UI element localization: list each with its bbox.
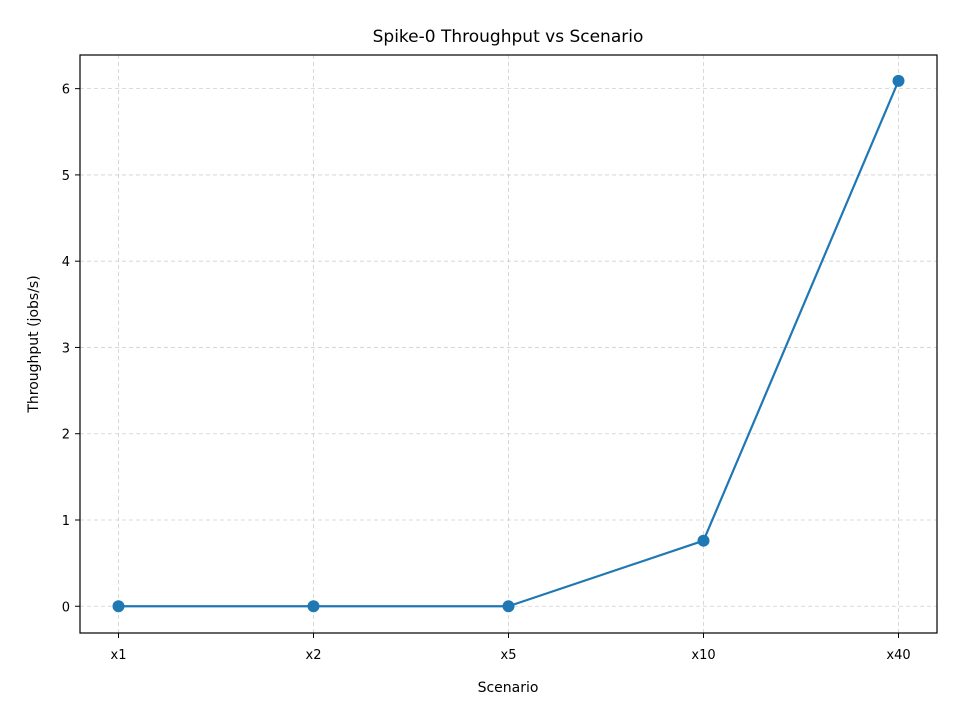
- data-series: [112, 74, 905, 613]
- x-tick-label: x10: [691, 648, 715, 663]
- x-tick-label: x40: [886, 648, 910, 663]
- data-point-x5: [502, 600, 515, 613]
- y-tick-label: 4: [62, 255, 70, 270]
- y-tick-label: 0: [62, 600, 70, 615]
- data-point-x10: [697, 534, 710, 547]
- data-point-x40: [892, 74, 905, 87]
- x-tick-label: x1: [111, 648, 127, 663]
- y-tick-label: 6: [62, 83, 70, 98]
- x-tick-label: x5: [501, 648, 517, 663]
- y-tick-label: 5: [62, 169, 70, 184]
- y-tick-label: 1: [62, 514, 70, 529]
- chart-title: Spike-0 Throughput vs Scenario: [373, 27, 644, 47]
- y-axis-label: Throughput (jobs/s): [26, 275, 42, 413]
- axis-ticks: x1 x2 x5 x10 x40 0 1 2 3 4 5 6: [62, 83, 911, 663]
- x-tick-label: x2: [306, 648, 322, 663]
- x-axis-label: Scenario: [478, 680, 539, 696]
- data-point-x2: [307, 600, 320, 613]
- y-tick-label: 3: [62, 341, 70, 356]
- data-point-x1: [112, 600, 125, 613]
- y-tick-label: 2: [62, 428, 70, 443]
